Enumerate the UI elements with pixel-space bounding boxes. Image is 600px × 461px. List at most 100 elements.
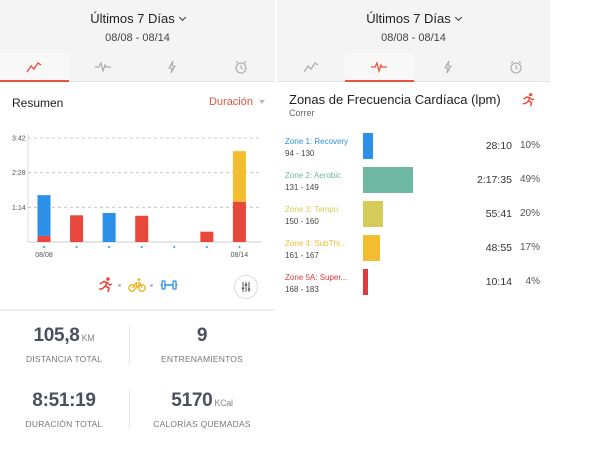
separator-dot — [118, 284, 121, 287]
trend-icon — [303, 62, 319, 73]
duration-value: 8:51:19 — [32, 390, 96, 411]
chevron-down-icon — [178, 13, 186, 22]
zone-name: Zone 2: Aerobic — [285, 171, 342, 180]
cycling-icon[interactable] — [128, 276, 146, 294]
tab-trend[interactable] — [0, 53, 69, 82]
x-tick-dot — [42, 245, 46, 249]
period-title: Últimos 7 Días — [366, 11, 451, 26]
zone-range: 168 - 183 — [285, 285, 319, 294]
background — [550, 0, 600, 461]
bar-segment — [37, 195, 51, 236]
zone-percent: 49% — [519, 174, 540, 185]
tab-trend[interactable] — [277, 53, 345, 81]
tab-bar — [0, 53, 275, 82]
zone-bar — [363, 133, 374, 159]
stat-workouts: 9 ENTRENAMIENTOS — [138, 325, 266, 364]
zone-row: Zone 4: SubThr... 161 - 167 48:55 17% — [277, 235, 550, 267]
lightning-icon — [167, 60, 176, 74]
tab-lightning[interactable] — [138, 53, 207, 81]
y-tick-label: 2:28 — [12, 170, 26, 177]
zone-range: 131 - 149 — [285, 183, 319, 192]
zone-row: Zone 2: Aerobic 131 - 149 2:17:35 49% — [277, 167, 550, 199]
x-tick-dot — [238, 245, 241, 249]
bar-segment — [70, 215, 84, 242]
period-range: 08/08 - 08/14 — [381, 32, 446, 44]
zone-row: Zone 5A: Super... 168 - 183 10:14 4% — [277, 269, 550, 301]
zone-range: 94 - 130 — [285, 149, 315, 158]
bar-segment — [102, 212, 116, 242]
zone-percent: 17% — [519, 242, 540, 253]
distance-unit: KM — [81, 333, 95, 343]
separator-dot — [150, 284, 153, 287]
zone-time: 2:17:35 — [476, 174, 512, 186]
dumbbell-icon[interactable] — [160, 276, 178, 294]
zone-name: Zone 1: Recovery — [285, 137, 349, 146]
zone-range: 161 - 167 — [285, 251, 319, 260]
chevron-down-icon — [454, 13, 462, 22]
stat-calories: 5170 KCal CALORÍAS QUEMADAS — [138, 390, 266, 429]
zone-row: Zone 3: Tempo 150 - 160 55:41 20% — [277, 201, 550, 233]
x-tick-label: 08/08 — [35, 252, 53, 259]
period-title: Últimos 7 Días — [90, 11, 175, 26]
period-range: 08/08 - 08/14 — [105, 32, 170, 44]
zone-name: Zone 4: SubThr... — [285, 239, 347, 248]
x-tick-dot — [140, 245, 143, 249]
zone-bar — [363, 167, 413, 193]
calories-unit: KCal — [214, 398, 233, 408]
zone-row: Zone 1: Recovery 94 - 130 28:10 10% — [277, 133, 550, 165]
zone-time: 28:10 — [485, 140, 512, 152]
bar-segment — [135, 215, 149, 242]
divider — [0, 309, 275, 311]
calories-value: 5170 — [171, 390, 213, 411]
zone-time: 10:14 — [485, 276, 512, 288]
divider — [129, 326, 130, 364]
duration-bar-chart: 1:14 2:28 3:42 08/08 08/14 — [12, 134, 262, 259]
running-icon[interactable] — [96, 276, 114, 294]
zone-name: Zone 3: Tempo — [285, 205, 339, 214]
zone-name: Zone 5A: Super... — [285, 273, 348, 282]
divider — [129, 390, 130, 428]
y-tick-label: 1:14 — [12, 205, 26, 212]
duration-label: DURACIÓN TOTAL — [25, 419, 103, 429]
alarm-clock-icon — [235, 61, 247, 74]
zone-bar — [363, 201, 384, 227]
filter-button[interactable] — [234, 275, 258, 299]
x-tick-dot — [75, 245, 78, 249]
tab-heartrate[interactable] — [69, 53, 138, 81]
tab-lightning[interactable] — [414, 53, 482, 81]
trend-icon — [26, 62, 42, 73]
zone-percent: 4% — [525, 276, 540, 287]
tab-alarm[interactable] — [482, 53, 550, 81]
lightning-icon — [443, 60, 452, 74]
filter-icon — [241, 282, 251, 292]
x-tick-label: 08/14 — [231, 252, 249, 259]
tab-alarm[interactable] — [206, 53, 275, 81]
metric-dropdown[interactable]: Duración — [209, 96, 265, 108]
heartrate-icon — [371, 61, 388, 74]
tab-bar — [277, 53, 550, 82]
x-tick-dot — [173, 245, 176, 249]
x-tick-dot — [108, 245, 111, 249]
summary-title: Resumen — [12, 96, 64, 110]
zone-range: 150 - 160 — [285, 217, 319, 226]
zone-bar — [363, 235, 381, 261]
period-header: Últimos 7 Días 08/08 - 08/14 — [0, 0, 275, 53]
zone-percent: 20% — [519, 208, 540, 219]
stat-distance: 105,8 KM DISTANCIA TOTAL — [0, 325, 128, 364]
summary-panel: Últimos 7 Días 08/08 - 08/14 Resumen Dur… — [0, 0, 275, 461]
period-selector[interactable]: Últimos 7 Días — [90, 11, 186, 26]
workouts-label: ENTRENAMIENTOS — [161, 354, 243, 364]
caret-down-icon — [259, 100, 265, 105]
heart-rate-zones-panel: Últimos 7 Días 08/08 - 08/14 Zonas de Fr… — [277, 0, 550, 461]
period-header: Últimos 7 Días 08/08 - 08/14 — [277, 0, 550, 53]
distance-value: 105,8 — [33, 325, 80, 346]
bar-segment — [232, 151, 246, 202]
zone-time: 48:55 — [485, 242, 512, 254]
workouts-value: 9 — [196, 325, 208, 346]
period-selector[interactable]: Últimos 7 Días — [366, 11, 462, 26]
tab-heartrate[interactable] — [345, 53, 414, 82]
bar-segment — [200, 231, 214, 242]
zone-percent: 10% — [519, 140, 540, 151]
running-icon[interactable] — [520, 92, 536, 108]
distance-label: DISTANCIA TOTAL — [25, 354, 103, 364]
